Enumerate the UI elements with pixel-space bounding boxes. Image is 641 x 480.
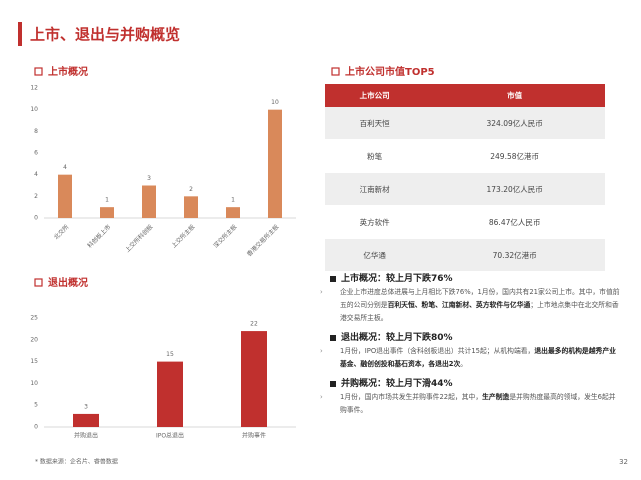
table-header-row: 上市公司 市值 xyxy=(325,84,605,107)
text-segment: 生产制造 xyxy=(482,393,510,401)
data-label: 1 xyxy=(231,197,235,204)
bar xyxy=(73,413,99,427)
table-cell: 249.58亿港币 xyxy=(424,139,605,173)
arrow-icon: › xyxy=(320,288,323,296)
table-cell: 英方软件 xyxy=(325,205,425,239)
x-tick-label: 上交所主板 xyxy=(170,223,197,250)
data-label: 22 xyxy=(250,321,258,328)
y-tick-label: 10 xyxy=(30,380,38,387)
table: 上市公司 市值 百利天恒 324.09亿人民币 粉笔 249.58亿港币 江南新材 173.2… xyxy=(325,84,605,272)
y-tick-label: 8 xyxy=(34,128,38,135)
data-label: 3 xyxy=(147,175,151,182)
table-cell: 亿华通 xyxy=(325,238,425,272)
bar xyxy=(268,109,282,218)
x-tick-label: 科创板上市 xyxy=(86,223,113,250)
bar xyxy=(142,185,156,218)
section-heading: 并购概况：较上月下滑44% xyxy=(330,376,620,389)
bar xyxy=(184,196,198,218)
y-tick-label: 5 xyxy=(34,402,38,409)
y-tick-label: 4 xyxy=(34,171,38,178)
x-tick-label: IPO总退出 xyxy=(156,432,184,440)
bar xyxy=(226,207,240,218)
x-tick-label: 深交所主板 xyxy=(212,223,239,250)
section-text: › 1月份，IPO退出事件（含科创板退出）共计15起；从机构端看，退出最多的机构是… xyxy=(320,345,620,371)
bullet-icon xyxy=(330,275,336,282)
y-tick-label: 12 xyxy=(30,85,38,92)
table-title: 上市公司市值TOP5 xyxy=(345,65,435,78)
table-row: 亿华通 70.32亿港币 xyxy=(325,238,605,272)
icon xyxy=(34,67,43,76)
y-tick-label: 25 xyxy=(30,315,38,322)
table-header-cell: 上市公司 xyxy=(325,84,425,107)
icon xyxy=(331,67,340,76)
table-cell: 324.09亿人民币 xyxy=(424,107,605,140)
section-text: › 1月份，国内市场共发生并购事件22起，其中，生产制造是并购热度最高的领域，发生… xyxy=(320,391,620,417)
bar xyxy=(100,207,114,218)
x-tick-label: 上交所科创板 xyxy=(123,223,154,254)
text-segment: 是并购热度最高的领域，发生6起并购事件。 xyxy=(340,393,616,414)
arrow-icon: › xyxy=(320,393,323,401)
data-label: 2 xyxy=(189,186,193,193)
data-label: 10 xyxy=(271,99,279,106)
x-tick-label: 北交所 xyxy=(52,223,70,241)
table-row: 百利天恒 324.09亿人民币 xyxy=(325,107,605,140)
section-text: › 企业上市进度总体进展与上月相比下跌76%，1月份，国内共有21家公司上市。其中… xyxy=(320,286,620,325)
bar xyxy=(241,331,267,427)
x-tick-label: 并购事件 xyxy=(242,432,266,440)
title-bar xyxy=(18,22,22,46)
table-cell: 86.47亿人民币 xyxy=(424,205,605,239)
footer-source: * 数据来源：企名片、睿兽数据 xyxy=(35,458,118,466)
section-heading-text: 并购概况：较上月下滑44% xyxy=(341,379,453,389)
section-heading-text: 退出概况：较上月下跌80% xyxy=(341,333,453,343)
data-label: 1 xyxy=(105,197,109,204)
y-tick-label: 6 xyxy=(34,150,38,157)
table-cell: 173.20亿人民币 xyxy=(424,172,605,206)
data-label: 3 xyxy=(84,403,88,410)
x-tick-label: 并购退出 xyxy=(74,432,98,440)
icon xyxy=(34,278,43,287)
table-cell: 百利天恒 xyxy=(325,107,425,140)
bar xyxy=(58,174,72,218)
data-label: 15 xyxy=(166,351,174,358)
y-tick-label: 0 xyxy=(34,424,38,431)
text-segment: ；上市地点集中在北交所和香港交易所主板。 xyxy=(340,301,619,322)
table-container: 上市公司 市值 百利天恒 324.09亿人民币 粉笔 249.58亿港币 江南新材 173.2… xyxy=(325,84,605,272)
chart-title: 上市概况 xyxy=(48,65,88,78)
y-tick-label: 10 xyxy=(30,106,38,113)
x-tick-label: 香港交易所主板 xyxy=(245,223,280,258)
text-segment: 1月份，IPO退出事件（含科创板退出）共计15起；从机构端看， xyxy=(340,347,535,355)
y-tick-label: 15 xyxy=(30,358,38,365)
text-segment: 百利天恒、粉笔、江南新材、英方软件与亿华通 xyxy=(387,301,531,309)
y-tick-label: 20 xyxy=(30,336,38,343)
section-heading: 上市概况：较上月下跌76% xyxy=(330,271,620,284)
arrow-icon: › xyxy=(320,347,323,355)
section-heading: 退出概况：较上月下跌80% xyxy=(330,330,620,343)
text-segment: 企业上市进度总体进展与上月相比下跌76%，1月份，国内共有21家公司上市。其中，… xyxy=(340,288,620,309)
table-cell: 江南新材 xyxy=(325,172,425,206)
bar xyxy=(157,361,183,427)
table-header-cell: 市值 xyxy=(424,84,605,107)
section-heading-text: 上市概况：较上月下跌76% xyxy=(341,274,453,284)
bullet-icon xyxy=(330,380,336,387)
bullet-icon xyxy=(330,334,336,341)
table-row: 粉笔 249.58亿港币 xyxy=(325,139,605,173)
table-cell: 粉笔 xyxy=(325,139,425,173)
chart-title: 退出概况 xyxy=(48,276,88,289)
text-container: 上市概况：较上月下跌76% › 企业上市进度总体进展与上月相比下跌76%，1月份，国… xyxy=(320,266,620,421)
table-row: 江南新材 173.20亿人民币 xyxy=(325,172,605,206)
table-cell: 70.32亿港币 xyxy=(424,238,605,272)
text-segment: 1月份，国内市场共发生并购事件22起，其中， xyxy=(340,393,483,401)
table-row: 英方软件 86.47亿人民币 xyxy=(325,205,605,239)
y-tick-label: 2 xyxy=(34,193,38,200)
page-number: 32 xyxy=(619,458,628,466)
y-tick-label: 0 xyxy=(34,215,38,222)
text-segment: 退出最多的机构是越秀产业基金、融创创投和基石资本，各退出2次 xyxy=(340,347,616,368)
page-title: 上市、退出与并购概览 xyxy=(30,26,180,44)
data-label: 4 xyxy=(63,164,67,171)
text-segment: 。 xyxy=(460,360,468,368)
